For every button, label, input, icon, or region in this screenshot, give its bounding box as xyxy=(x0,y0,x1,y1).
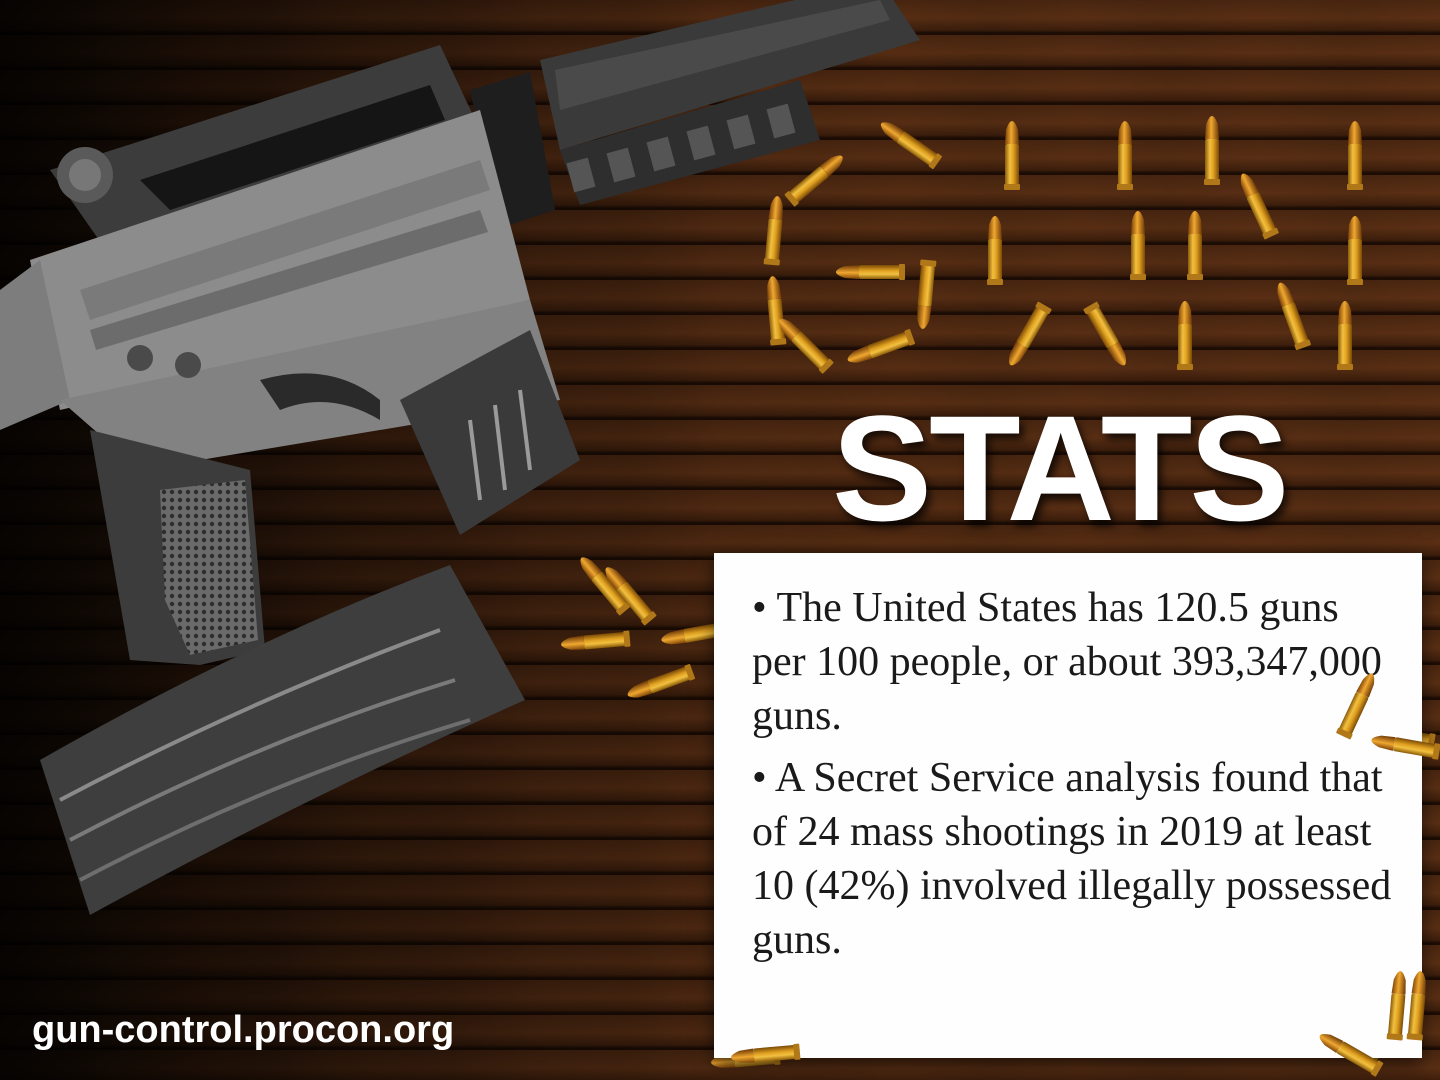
magazine-icon xyxy=(40,565,525,915)
fact-item: • The United States has 120.5 guns per 1… xyxy=(752,585,1382,739)
stats-title: STATS xyxy=(832,384,1289,552)
rifle-icon xyxy=(0,0,920,665)
fact-item: • A Secret Service analysis found that o… xyxy=(752,755,1392,963)
gun-bullet-lettering xyxy=(763,116,1363,374)
facts-card: • The United States has 120.5 guns per 1… xyxy=(714,553,1422,1058)
website-url: gun-control.procon.org xyxy=(32,1009,455,1051)
